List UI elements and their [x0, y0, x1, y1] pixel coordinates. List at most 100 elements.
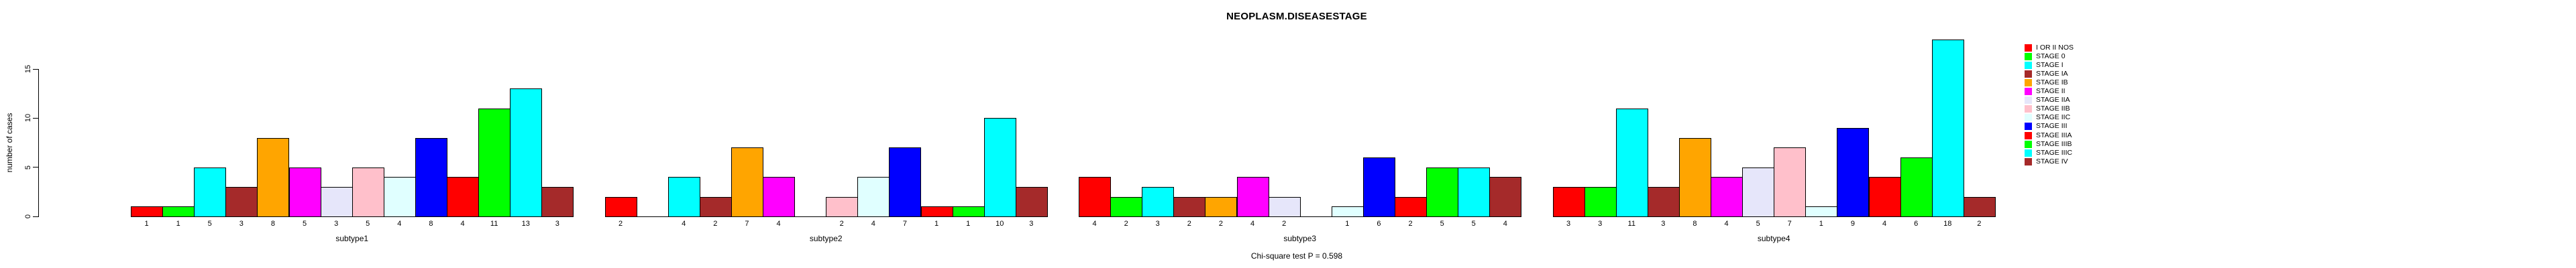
y-tick — [33, 216, 38, 217]
bar-value-label: 3 — [1155, 220, 1160, 228]
bar-value-label: 10 — [996, 220, 1004, 228]
y-tick-label: 0 — [24, 214, 32, 219]
bar-subtype3-stage-iiia — [1395, 196, 1428, 217]
bar-subtype1-stage-iii — [415, 137, 447, 217]
bar-value-label: 5 — [207, 220, 212, 228]
bar-value-label: 6 — [1914, 220, 1919, 228]
bar-subtype1-stage-ia — [225, 187, 258, 217]
legend-label: STAGE IIA — [2036, 96, 2070, 105]
bar-subtype3-stage-iii — [1362, 157, 1395, 217]
bar-value-label: 5 — [366, 220, 370, 228]
bar-value-label: 4 — [776, 220, 781, 228]
bar-value-label: 2 — [1408, 220, 1413, 228]
bar-value-label: 1 — [1345, 220, 1350, 228]
bar-subtype4-stage-iv — [1963, 196, 1996, 217]
bar-value-label: 2 — [713, 220, 718, 228]
bar-subtype4-stage-ii — [1711, 177, 1743, 217]
bar-value-label: 4 — [1882, 220, 1887, 228]
bar-subtype3-stage-iic — [1331, 206, 1364, 217]
bar-value-label: 3 — [1598, 220, 1603, 228]
bar-subtype3-stage-0 — [1110, 196, 1143, 217]
bar-subtype3-stage-ii — [1236, 177, 1269, 217]
bar-subtype3-stage-iiib — [1426, 167, 1459, 217]
y-tick-label: 10 — [24, 114, 32, 123]
bar-subtype4-i-or-ii-nos — [1552, 187, 1585, 217]
bar-value-label: 1 — [1819, 220, 1823, 228]
bar-value-label: 2 — [618, 220, 623, 228]
bar-value-label: 2 — [1218, 220, 1223, 228]
bar-value-label: 4 — [1724, 220, 1729, 228]
bar-subtype2-stage-iic — [857, 177, 890, 217]
bar-value-label: 1 — [144, 220, 149, 228]
bar-subtype4-stage-iiic — [1931, 40, 1964, 217]
bar-subtype1-stage-iia — [320, 187, 353, 217]
bar-subtype2-stage-ii — [763, 177, 796, 217]
bar-value-label: 9 — [1850, 220, 1855, 228]
group-label: subtype2 — [809, 234, 843, 243]
bar-value-label: 6 — [1377, 220, 1381, 228]
bar-value-label: 3 — [1661, 220, 1666, 228]
y-tick — [33, 117, 38, 119]
bar-subtype4-stage-i — [1615, 108, 1648, 217]
legend-label: STAGE IV — [2036, 157, 2068, 165]
y-axis-line — [38, 69, 39, 217]
bar-value-label: 2 — [1282, 220, 1287, 228]
bar-value-label: 8 — [1693, 220, 1697, 228]
bar-subtype1-stage-iiia — [447, 177, 480, 217]
bar-subtype2-stage-iv — [1015, 187, 1048, 217]
bar-value-label: 3 — [239, 220, 244, 228]
bar-value-label: 4 — [460, 220, 465, 228]
bar-subtype3-stage-iv — [1489, 177, 1522, 217]
bar-value-label: 4 — [682, 220, 686, 228]
legend-swatch-icon — [2025, 62, 2032, 70]
legend-swatch-icon — [2025, 140, 2032, 148]
bar-subtype4-stage-ib — [1678, 137, 1711, 217]
bar-value-label: 5 — [1471, 220, 1476, 228]
bar-subtype1-stage-iiic — [510, 88, 543, 217]
bar-subtype1-stage-iic — [383, 177, 416, 217]
legend-swatch-icon — [2025, 114, 2032, 122]
bar-value-label: 11 — [1627, 220, 1635, 228]
bar-value-label: 2 — [1124, 220, 1128, 228]
bar-subtype4-stage-iic — [1805, 206, 1838, 217]
bar-subtype1-stage-0 — [162, 206, 195, 217]
bar-subtype4-stage-iiia — [1868, 177, 1901, 217]
legend-label: STAGE I — [2036, 61, 2063, 70]
bar-value-label: 8 — [270, 220, 275, 228]
legend-swatch-icon — [2025, 44, 2032, 52]
bar-subtype4-stage-0 — [1584, 187, 1617, 217]
legend-label: STAGE IA — [2036, 70, 2068, 78]
bar-subtype2-stage-i — [667, 177, 700, 217]
bar-subtype4-stage-iia — [1742, 167, 1775, 217]
bar-subtype3-stage-iia — [1268, 196, 1301, 217]
bar-subtype1-stage-i — [194, 167, 227, 217]
group-label: subtype3 — [1283, 234, 1317, 243]
legend-swatch-icon — [2025, 70, 2032, 78]
bar-subtype1-stage-iv — [541, 187, 574, 217]
y-tick-label: 15 — [24, 64, 32, 74]
bar-value-label: 5 — [302, 220, 307, 228]
legend-label: STAGE IIC — [2036, 113, 2071, 122]
legend-swatch-icon — [2025, 123, 2032, 131]
bar-subtype3-stage-ia — [1173, 196, 1206, 217]
bar-subtype2-stage-iii — [889, 147, 922, 217]
bar-subtype4-stage-iiib — [1900, 157, 1933, 217]
legend-swatch-icon — [2025, 53, 2032, 61]
bar-subtype4-stage-ia — [1647, 187, 1680, 217]
legend-label: STAGE IIIC — [2036, 148, 2073, 157]
bar-value-label: 3 — [1566, 220, 1571, 228]
legend-swatch-icon — [2025, 157, 2032, 165]
bar-value-label: 8 — [429, 220, 433, 228]
bar-subtype3-stage-iiic — [1458, 167, 1491, 217]
legend-label: STAGE III — [2036, 122, 2068, 131]
y-tick — [33, 68, 38, 70]
bar-value-label: 4 — [1092, 220, 1097, 228]
bar-value-label: 1 — [966, 220, 971, 228]
bar-value-label: 4 — [1250, 220, 1255, 228]
bar-value-label: 18 — [1943, 220, 1952, 228]
bar-subtype4-stage-iib — [1774, 147, 1807, 217]
legend-label: STAGE 0 — [2036, 52, 2065, 61]
legend-label: STAGE IB — [2036, 78, 2068, 87]
y-tick-label: 5 — [24, 165, 32, 170]
